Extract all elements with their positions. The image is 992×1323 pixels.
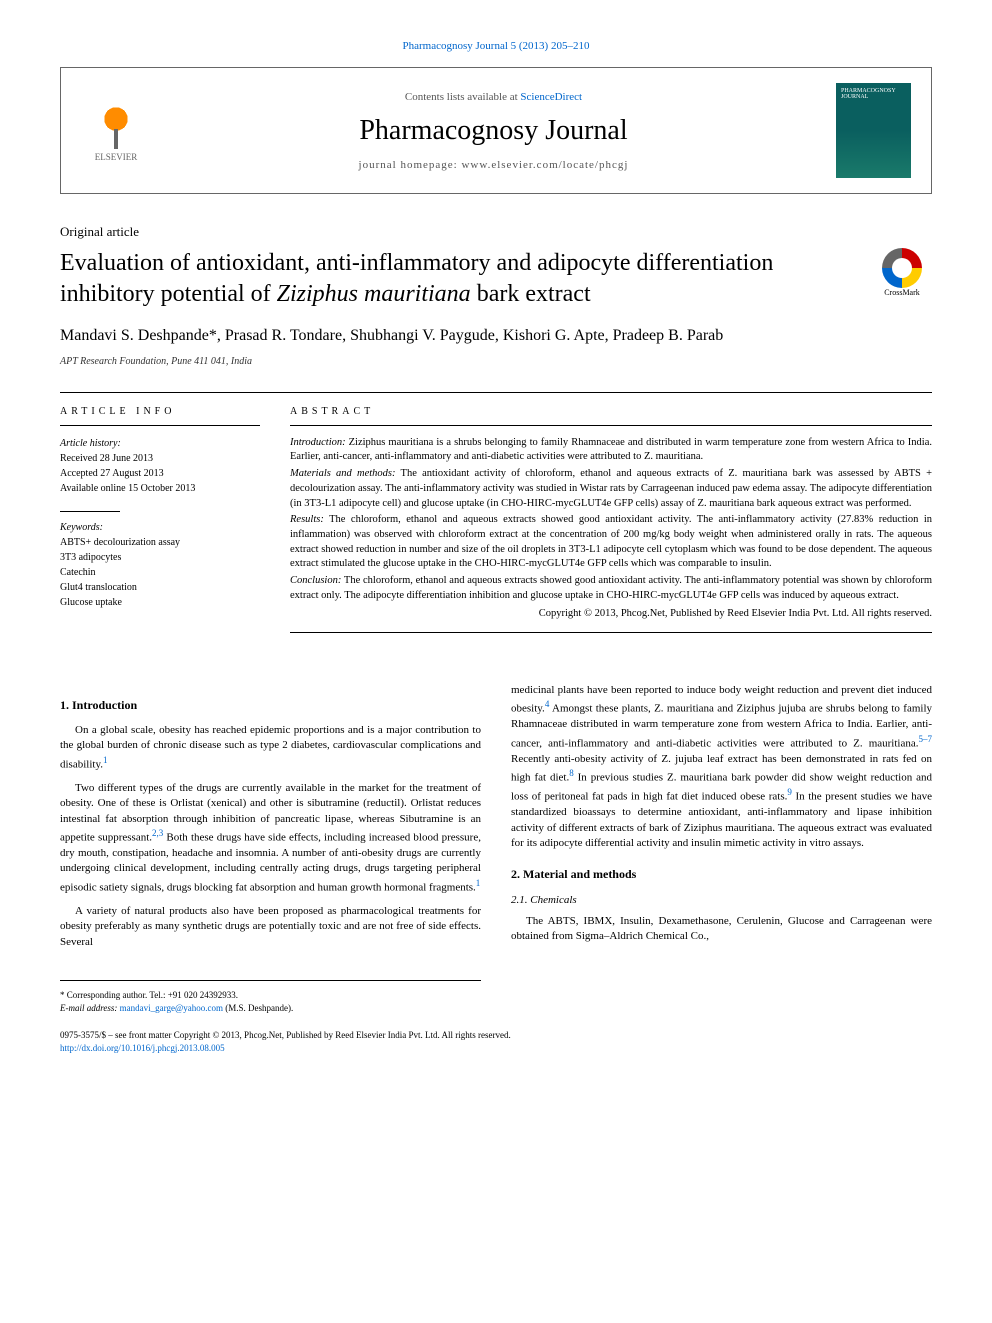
info-abstract-row: ARTICLE INFO Article history: Received 2… — [60, 398, 932, 633]
info-header: ARTICLE INFO — [60, 398, 260, 426]
right-column: medicinal plants have been reported to i… — [511, 683, 932, 1014]
affiliation: APT Research Foundation, Pune 411 041, I… — [60, 356, 932, 367]
homepage-url: www.elsevier.com/locate/phcgj — [461, 159, 628, 171]
keywords-divider — [60, 511, 120, 512]
abstract-conclusion: Conclusion: The chloroform, ethanol and … — [290, 574, 932, 603]
abstract-methods: Materials and methods: The antioxidant a… — [290, 467, 932, 511]
abstract-copyright: Copyright © 2013, Phcog.Net, Published b… — [290, 607, 932, 622]
authors-list: Mandavi S. Deshpande*, Prasad R. Tondare… — [60, 325, 932, 347]
accepted-date: Accepted 27 August 2013 — [60, 466, 260, 481]
keyword: Catechin — [60, 565, 260, 580]
chemicals-subheading: 2.1. Chemicals — [511, 894, 932, 906]
body-paragraph: The ABTS, IBMX, Insulin, Dexamethasone, … — [511, 914, 932, 945]
introduction-heading: 1. Introduction — [60, 698, 481, 713]
sciencedirect-link[interactable]: ScienceDirect — [520, 91, 582, 103]
journal-header: ELSEVIER Contents lists available at Sci… — [60, 67, 932, 194]
body-paragraph: A variety of natural products also have … — [60, 904, 481, 950]
crossmark-label: CrossMark — [884, 288, 920, 297]
paragraph-text: Amongst these plants, Z. mauritiana and … — [511, 703, 932, 749]
contents-available: Contents lists available at ScienceDirec… — [171, 91, 816, 103]
crossmark-icon — [882, 248, 922, 288]
keywords-block: Keywords: ABTS+ decolourization assay 3T… — [60, 520, 260, 610]
history-label: Article history: — [60, 436, 260, 451]
abstract-section-text: The chloroform, ethanol and aqueous extr… — [290, 514, 932, 569]
title-row: Evaluation of antioxidant, anti-inflamma… — [60, 248, 932, 310]
corresponding-email-line: E-mail address: mandavi_garge@yahoo.com … — [60, 1002, 481, 1015]
abstract-section-text: The chloroform, ethanol and aqueous extr… — [290, 575, 932, 601]
abstract-bottom-divider — [290, 632, 932, 633]
email-suffix: (M.S. Deshpande). — [223, 1003, 293, 1013]
doi-link[interactable]: http://dx.doi.org/10.1016/j.phcgj.2013.0… — [60, 1043, 225, 1053]
title-part2: bark extract — [471, 281, 591, 307]
reference-link[interactable]: 1 — [476, 878, 481, 888]
journal-cover-thumbnail: PHARMACOGNOSY JOURNAL — [836, 83, 911, 178]
online-date: Available online 15 October 2013 — [60, 481, 260, 496]
publisher-name: ELSEVIER — [95, 152, 138, 162]
abstract-header: ABSTRACT — [290, 398, 932, 426]
top-divider — [60, 392, 932, 393]
abstract-label: Introduction: — [290, 437, 346, 448]
keyword: Glut4 translocation — [60, 580, 260, 595]
left-column: 1. Introduction On a global scale, obesi… — [60, 683, 481, 1014]
corresponding-author-footer: * Corresponding author. Tel.: +91 020 24… — [60, 980, 481, 1014]
keyword: ABTS+ decolourization assay — [60, 535, 260, 550]
article-info-column: ARTICLE INFO Article history: Received 2… — [60, 398, 260, 633]
issn-copyright-line: 0975-3575/$ – see front matter Copyright… — [60, 1029, 932, 1042]
title-species: Ziziphus mauritiana — [277, 281, 471, 307]
keyword: 3T3 adipocytes — [60, 550, 260, 565]
paragraph-text: On a global scale, obesity has reached e… — [60, 724, 481, 770]
keyword: Glucose uptake — [60, 595, 260, 610]
reference-link[interactable]: 1 — [103, 755, 108, 765]
body-paragraph: On a global scale, obesity has reached e… — [60, 723, 481, 773]
header-center: Contents lists available at ScienceDirec… — [171, 91, 816, 171]
abstract-results: Results: The chloroform, ethanol and aqu… — [290, 513, 932, 572]
abstract-label: Conclusion: — [290, 575, 341, 586]
methods-heading: 2. Material and methods — [511, 867, 932, 882]
elsevier-logo: ELSEVIER — [81, 91, 151, 171]
homepage-line: journal homepage: www.elsevier.com/locat… — [171, 159, 816, 171]
article-type: Original article — [60, 224, 932, 240]
abstract-label: Results: — [290, 514, 324, 525]
abstract-label: Materials and methods: — [290, 468, 396, 479]
email-link[interactable]: mandavi_garge@yahoo.com — [120, 1003, 223, 1013]
abstract-section-text: Ziziphus mauritiana is a shrubs belongin… — [290, 437, 932, 463]
keywords-label: Keywords: — [60, 520, 260, 535]
elsevier-tree-icon — [91, 99, 141, 149]
journal-name: Pharmacognosy Journal — [171, 115, 816, 147]
article-title: Evaluation of antioxidant, anti-inflamma… — [60, 248, 852, 310]
abstract-column: ABSTRACT Introduction: Ziziphus mauritia… — [290, 398, 932, 633]
body-paragraph: medicinal plants have been reported to i… — [511, 683, 932, 852]
reference-link[interactable]: 2,3 — [152, 828, 163, 838]
abstract-intro: Introduction: Ziziphus mauritiana is a s… — [290, 436, 932, 465]
page-footer: 0975-3575/$ – see front matter Copyright… — [60, 1029, 932, 1054]
received-date: Received 28 June 2013 — [60, 451, 260, 466]
body-columns: 1. Introduction On a global scale, obesi… — [60, 683, 932, 1014]
citation-line: Pharmacognosy Journal 5 (2013) 205–210 — [60, 40, 932, 52]
reference-link[interactable]: 5–7 — [919, 734, 933, 744]
contents-prefix: Contents lists available at — [405, 91, 520, 103]
email-label: E-mail address: — [60, 1003, 120, 1013]
cover-label: PHARMACOGNOSY JOURNAL — [841, 88, 906, 100]
crossmark-badge[interactable]: CrossMark — [872, 248, 932, 308]
homepage-prefix: journal homepage: — [359, 159, 462, 171]
body-paragraph: Two different types of the drugs are cur… — [60, 781, 481, 896]
corresponding-tel: * Corresponding author. Tel.: +91 020 24… — [60, 989, 481, 1002]
article-history: Article history: Received 28 June 2013 A… — [60, 436, 260, 496]
abstract-text: Introduction: Ziziphus mauritiana is a s… — [290, 436, 932, 622]
